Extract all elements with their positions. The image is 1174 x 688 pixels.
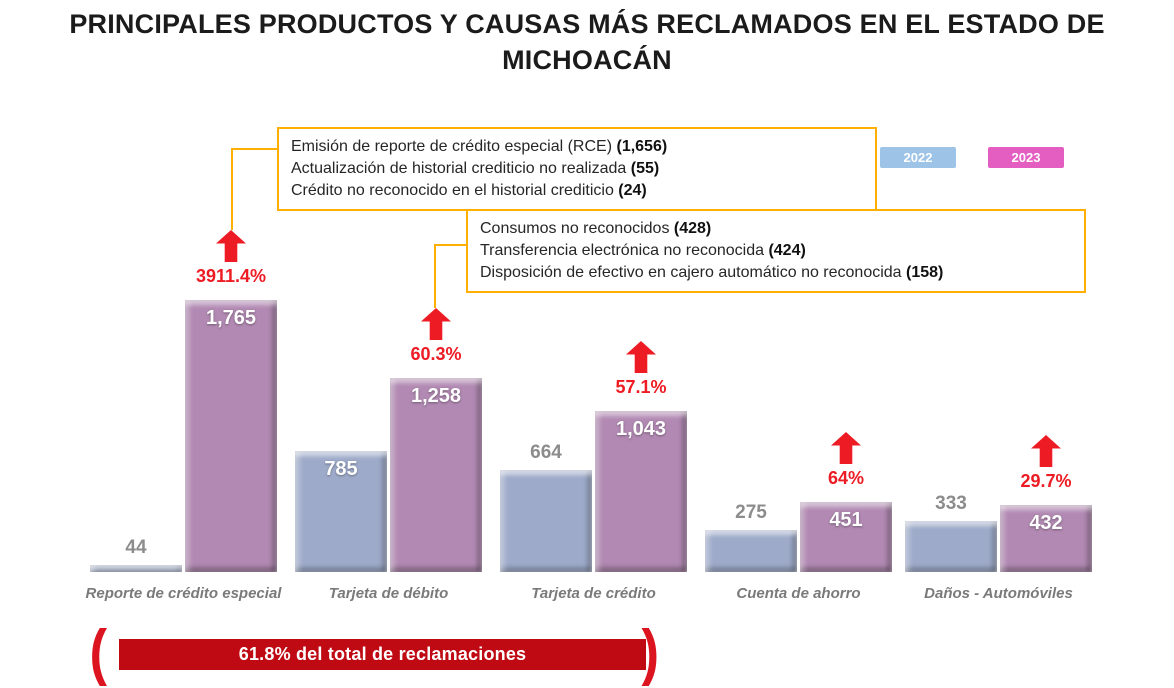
page-title: PRINCIPALES PRODUCTOS Y CAUSAS MÁS RECLA… xyxy=(0,6,1174,78)
page-title-line1: PRINCIPALES PRODUCTOS Y CAUSAS MÁS RECLA… xyxy=(69,9,1105,39)
cause-text: Disposición de efectivo en cajero automá… xyxy=(480,264,907,281)
bar-2023-tarjeta-de-debito xyxy=(390,378,482,572)
bar-2023-reporte-de-credito-especial xyxy=(185,300,277,572)
bar-2022-tarjeta-de-debito xyxy=(295,451,387,572)
callout-connector-line xyxy=(233,148,277,150)
bar-2022-danos-automoviles xyxy=(905,521,997,572)
bar-value-2023-tarjeta-de-credito: 1,043 xyxy=(615,418,667,440)
callout-connector-line xyxy=(434,244,436,308)
total-claims-banner-label: 61.8% del total de reclamaciones xyxy=(238,644,527,664)
red-bracket-close: ) xyxy=(641,618,660,687)
category-label-tarjeta-de-credito: Tarjeta de crédito xyxy=(531,585,656,602)
bar-2022-tarjeta-de-credito xyxy=(500,470,592,572)
pct-change-tarjeta-de-debito: 60.3% xyxy=(410,344,462,364)
up-arrow-icon-danos-automoviles xyxy=(1031,435,1061,467)
bar-value-2022-tarjeta-de-credito: 664 xyxy=(530,442,562,463)
cause-text: Emisión de reporte de crédito especial (… xyxy=(291,138,617,155)
cause-count: (24) xyxy=(618,182,647,199)
cause-count: (158) xyxy=(906,264,944,281)
legend-badge-2022: 2022 xyxy=(880,147,956,168)
cause-text: Crédito no reconocido en el historial cr… xyxy=(291,182,619,199)
callout-debit-card-causes: Consumos no reconocidos (428) Transferen… xyxy=(466,209,1086,293)
total-claims-banner: 61.8% del total de reclamaciones xyxy=(119,639,646,670)
callout-line: Crédito no reconocido en el historial cr… xyxy=(291,180,863,202)
callout-line: Disposición de efectivo en cajero automá… xyxy=(480,262,1072,284)
category-label-cuenta-de-ahorro: Cuenta de ahorro xyxy=(736,585,861,602)
bar-value-2023-reporte-de-credito-especial: 1,765 xyxy=(205,307,257,329)
bar-value-2022-tarjeta-de-debito: 785 xyxy=(324,458,358,480)
bar-2023-tarjeta-de-credito xyxy=(595,411,687,572)
bar-value-2022-danos-automoviles: 333 xyxy=(935,493,967,514)
bar-value-2022-cuenta-de-ahorro: 275 xyxy=(735,502,767,523)
cause-count: (55) xyxy=(630,160,660,177)
pct-change-tarjeta-de-credito: 57.1% xyxy=(615,377,667,397)
bar-value-2022-reporte-de-credito-especial: 44 xyxy=(125,537,147,558)
cause-count: (428) xyxy=(673,220,712,237)
up-arrow-icon-tarjeta-de-debito xyxy=(421,308,451,340)
callout-line: Transferencia electrónica no reconocida … xyxy=(480,240,1072,262)
page-title-line2: MICHOACÁN xyxy=(502,45,672,75)
pct-change-reporte-de-credito-especial: 3911.4% xyxy=(195,266,267,286)
legend-label-2022: 2022 xyxy=(903,150,933,165)
legend-badge-2023: 2023 xyxy=(988,147,1064,168)
callout-line: Emisión de reporte de crédito especial (… xyxy=(291,136,863,158)
legend-label-2023: 2023 xyxy=(1011,150,1041,165)
callout-line: Consumos no reconocidos (428) xyxy=(480,218,1072,240)
cause-text: Actualización de historial crediticio no… xyxy=(291,160,631,177)
callout-connector-line xyxy=(231,148,233,230)
bar-value-2023-tarjeta-de-debito: 1,258 xyxy=(410,385,462,407)
red-bracket-open: ( xyxy=(89,618,108,687)
category-label-tarjeta-de-debito: Tarjeta de débito xyxy=(328,585,449,602)
bar-2023-danos-automoviles xyxy=(1000,505,1092,572)
pct-change-cuenta-de-ahorro: 64% xyxy=(827,468,865,488)
cause-text: Consumos no reconocidos xyxy=(480,220,674,237)
callout-line: Actualización de historial crediticio no… xyxy=(291,158,863,180)
pct-change-danos-automoviles: 29.7% xyxy=(1020,471,1072,491)
category-label-reporte-de-credito-especial: Reporte de crédito especial xyxy=(85,585,282,602)
up-arrow-icon-reporte-de-credito-especial xyxy=(216,230,246,262)
bar-2022-cuenta-de-ahorro xyxy=(705,530,797,572)
bar-2022-reporte-de-credito-especial xyxy=(90,565,182,572)
up-arrow-icon-cuenta-de-ahorro xyxy=(831,432,861,464)
cause-text: Transferencia electrónica no reconocida xyxy=(480,242,769,259)
bar-value-2023-danos-automoviles: 432 xyxy=(1029,512,1063,534)
callout-connector-line xyxy=(436,244,466,246)
category-label-danos-automoviles: Daños - Automóviles xyxy=(924,585,1073,602)
cause-count: (1,656) xyxy=(616,138,668,155)
cause-count: (424) xyxy=(768,242,806,259)
bar-2023-cuenta-de-ahorro xyxy=(800,502,892,572)
bar-value-2023-cuenta-de-ahorro: 451 xyxy=(829,509,863,531)
callout-credit-report-causes: Emisión de reporte de crédito especial (… xyxy=(277,127,877,211)
up-arrow-icon-tarjeta-de-credito xyxy=(626,341,656,373)
